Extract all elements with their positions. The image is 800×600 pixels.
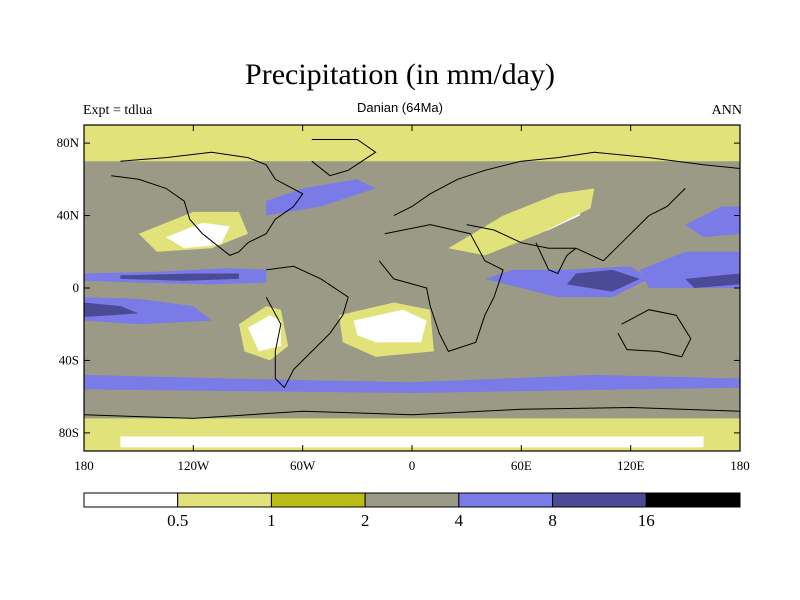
colorbar-swatch-5 [552,492,647,508]
colorbar-swatch-0 [83,492,179,508]
coastline-europe [393,151,740,217]
colorbar-swatch-1 [177,492,272,508]
coastline-layer [84,139,740,419]
region-arctic-dry [84,125,740,162]
region-spcz-core [84,302,139,317]
coastline-eurasia-south [466,188,686,262]
coastline-africa [378,224,504,353]
lon-label-3: 0 [409,458,416,473]
coastline-antarctica [84,406,740,419]
colorbar-label-0: 0.5 [167,511,188,530]
colorbar-swatch-2 [270,492,366,508]
lat-label-80S: 80S [59,425,79,440]
coastline-australia [617,309,692,358]
lat-label-80N: 80N [57,135,80,150]
region-spcz [84,297,212,325]
region-antarctic-arid [120,436,704,448]
region-west-pacific-core [685,273,740,288]
lat-label-0: 0 [73,280,80,295]
map-background [84,125,740,451]
lon-label-4: 60E [511,458,532,473]
colorbar-label-4: 8 [548,511,557,530]
colorbar-swatch-4 [458,492,554,508]
colorbar-label-3: 4 [455,511,464,530]
colorbar: 0.5 1 2 4 8 16 [83,492,741,530]
colorbar-label-5: 16 [638,511,655,530]
chart-title: Precipitation (in mm/day) [245,58,555,91]
lat-label-40N: 40N [57,208,80,223]
region-south-america-arid [248,315,281,352]
season-label: ANN [711,103,742,118]
chart-subtitle: Danian (64Ma) [357,100,443,115]
lon-label-2: 60W [290,458,316,473]
region-southern-ocean-wet [84,374,740,393]
coastline-india [535,242,577,275]
region-indian-ocean-core [566,269,640,292]
region-asia-dry [448,188,595,256]
coastline-south-america [265,265,349,389]
lon-label-0: 180 [74,458,94,473]
colorbar-label-2: 2 [361,511,370,530]
lon-label-5: 120E [617,458,645,473]
coastline-north-america [111,151,304,256]
colorbar-label-1: 1 [267,511,276,530]
region-south-atlantic-arid [353,309,427,343]
axis-ticks: 80N 40N 0 40S 80S 180 120W 60W 0 60E 120E 180 [57,125,750,473]
region-north-america-arid [166,222,230,249]
lon-label-6: 180 [730,458,750,473]
region-north-pacific-storm [685,206,740,238]
colorbar-swatch-3 [364,492,460,508]
colorbar-swatch-6 [645,492,741,508]
map-fill-layer [84,125,740,451]
lat-label-40S: 40S [59,352,79,367]
lon-label-1: 120W [177,458,210,473]
coastline-greenland [311,139,377,177]
experiment-label: Expt = tdlua [83,103,153,118]
region-itcz-pacific-core [120,273,239,281]
